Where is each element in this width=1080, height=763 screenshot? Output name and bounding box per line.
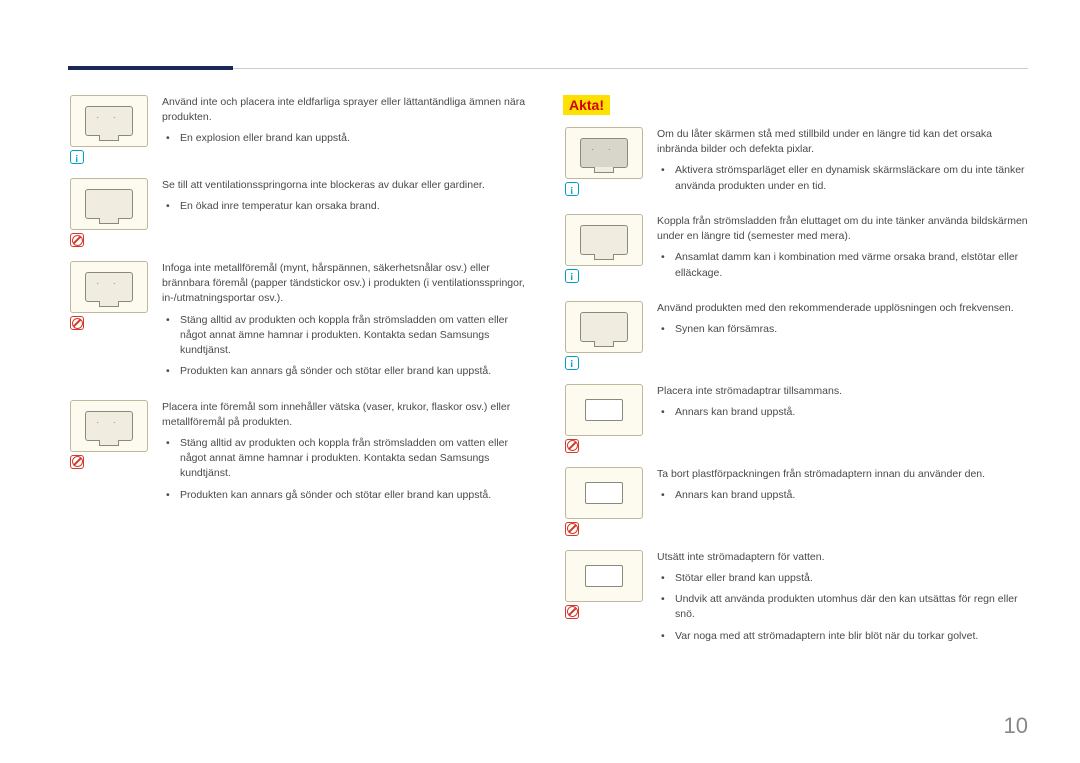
paragraph: Placera inte föremål som innehåller väts…: [162, 400, 533, 430]
adapter-water-icon: [565, 550, 643, 602]
monitor-static-icon: [565, 127, 643, 179]
illustration-box: [563, 214, 645, 287]
text-block: Utsätt inte strömadaptern för vatten. St…: [657, 550, 1028, 650]
monitor-insert-icon: [70, 261, 148, 313]
monitor-spray-icon: [70, 95, 148, 147]
bullet: Annars kan brand uppstå.: [675, 488, 1028, 503]
paragraph: Infoga inte metallföremål (mynt, hårspän…: [162, 261, 533, 307]
bullet: En explosion eller brand kan uppstå.: [180, 131, 533, 146]
bullet: Synen kan försämras.: [675, 322, 1028, 337]
illustration-box: [563, 550, 645, 650]
prohibit-icon: [565, 522, 579, 536]
header-accent: [68, 66, 233, 70]
illustration-box: [563, 467, 645, 536]
section-metal-objects: Infoga inte metallföremål (mynt, hårspän…: [68, 261, 533, 386]
info-icon: [70, 150, 84, 164]
text-block: Ta bort plastförpackningen från strömada…: [657, 467, 1028, 536]
content-columns: Använd inte och placera inte eldfarliga …: [68, 95, 1028, 703]
prohibit-icon: [70, 233, 84, 247]
text-block: Om du låter skärmen stå med stillbild un…: [657, 127, 1028, 200]
bullet: Stötar eller brand kan uppstå.: [675, 571, 1028, 586]
page-number: 10: [1004, 713, 1028, 739]
paragraph: Placera inte strömadaptrar tillsammans.: [657, 384, 1028, 399]
illustration-box: [563, 127, 645, 200]
info-icon: [565, 182, 579, 196]
illustration-box: [563, 301, 645, 370]
caution-label: Akta!: [563, 95, 610, 115]
section-unplug: Koppla från strömsladden från eluttaget …: [563, 214, 1028, 287]
text-block: Placera inte föremål som innehåller väts…: [162, 400, 533, 509]
text-block: Se till att ventilationsspringorna inte …: [162, 178, 533, 247]
bullet: Produkten kan annars gå sönder och stöta…: [180, 364, 533, 379]
monitor-wavy-icon: [565, 301, 643, 353]
monitor-cover-icon: [70, 178, 148, 230]
prohibit-icon: [70, 455, 84, 469]
text-block: Använd inte och placera inte eldfarliga …: [162, 95, 533, 164]
illustration-box: [68, 400, 150, 509]
bullet: Undvik att använda produkten utomhus där…: [675, 592, 1028, 622]
paragraph: Koppla från strömsladden från eluttaget …: [657, 214, 1028, 244]
monitor-sleep-icon: [565, 214, 643, 266]
bullet: Stäng alltid av produkten och koppla frå…: [180, 436, 533, 482]
info-icon: [565, 356, 579, 370]
section-liquid: Placera inte föremål som innehåller väts…: [68, 400, 533, 509]
prohibit-icon: [70, 316, 84, 330]
paragraph: Använd inte och placera inte eldfarliga …: [162, 95, 533, 125]
paragraph: Utsätt inte strömadaptern för vatten.: [657, 550, 1028, 565]
section-resolution: Använd produkten med den rekommenderade …: [563, 301, 1028, 370]
text-block: Använd produkten med den rekommenderade …: [657, 301, 1028, 370]
section-adapters-together: Placera inte strömadaptrar tillsammans. …: [563, 384, 1028, 453]
bullet: Ansamlat damm kan i kombination med värm…: [675, 250, 1028, 280]
bullet: Var noga med att strömadaptern inte blir…: [675, 629, 1028, 644]
info-icon: [565, 269, 579, 283]
illustration-box: [68, 95, 150, 164]
paragraph: Använd produkten med den rekommenderade …: [657, 301, 1028, 316]
text-block: Koppla från strömsladden från eluttaget …: [657, 214, 1028, 287]
illustration-box: [68, 178, 150, 247]
section-flammable: Använd inte och placera inte eldfarliga …: [68, 95, 533, 164]
monitor-vase-icon: [70, 400, 148, 452]
right-column: Akta! Om du låter skärmen stå med stillb…: [563, 95, 1028, 703]
left-column: Använd inte och placera inte eldfarliga …: [68, 95, 533, 703]
text-block: Placera inte strömadaptrar tillsammans. …: [657, 384, 1028, 453]
bullet: Annars kan brand uppstå.: [675, 405, 1028, 420]
bullet: Produkten kan annars gå sönder och stöta…: [180, 488, 533, 503]
paragraph: Ta bort plastförpackningen från strömada…: [657, 467, 1028, 482]
section-ventilation: Se till att ventilationsspringorna inte …: [68, 178, 533, 247]
illustration-box: [563, 384, 645, 453]
prohibit-icon: [565, 439, 579, 453]
bullet: Aktivera strömsparläget eller en dynamis…: [675, 163, 1028, 193]
section-burn-in: Om du låter skärmen stå med stillbild un…: [563, 127, 1028, 200]
paragraph: Se till att ventilationsspringorna inte …: [162, 178, 533, 193]
bullet: En ökad inre temperatur kan orsaka brand…: [180, 199, 533, 214]
prohibit-icon: [565, 605, 579, 619]
section-adapter-water: Utsätt inte strömadaptern för vatten. St…: [563, 550, 1028, 650]
adapters-stack-icon: [565, 384, 643, 436]
section-adapter-plastic: Ta bort plastförpackningen från strömada…: [563, 467, 1028, 536]
bullet: Stäng alltid av produkten och koppla frå…: [180, 313, 533, 359]
adapter-wrap-icon: [565, 467, 643, 519]
text-block: Infoga inte metallföremål (mynt, hårspän…: [162, 261, 533, 386]
paragraph: Om du låter skärmen stå med stillbild un…: [657, 127, 1028, 157]
illustration-box: [68, 261, 150, 386]
